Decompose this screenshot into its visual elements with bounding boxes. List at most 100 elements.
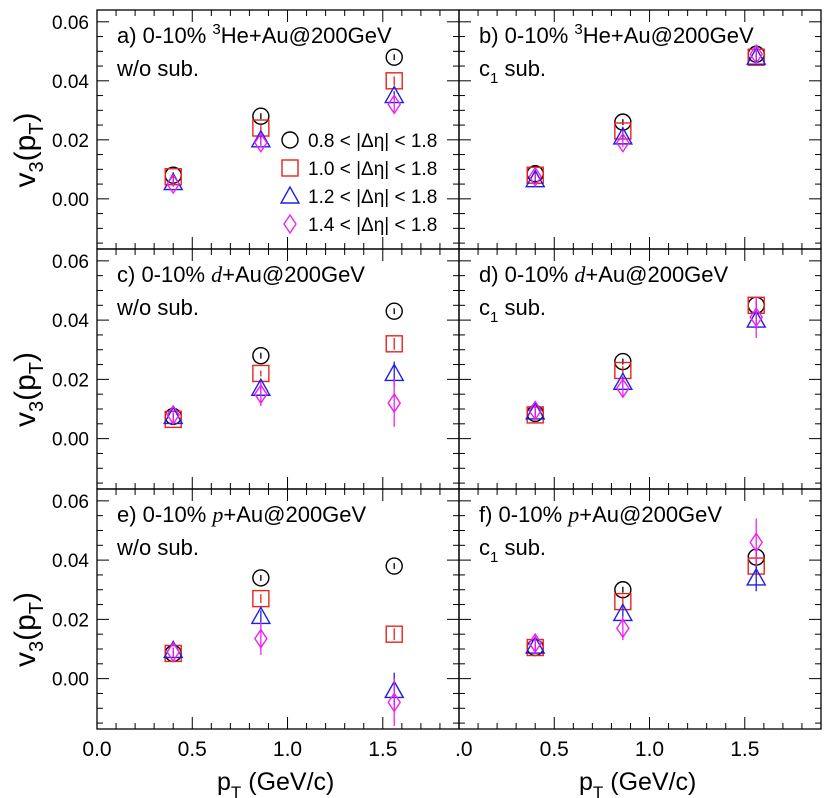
- data-point-circle: [614, 581, 632, 599]
- y-tick-label: 0.00: [52, 190, 89, 211]
- legend-label: 1.4 < |Δη| < 1.8: [308, 215, 437, 236]
- y-tick-label: 0.06: [52, 252, 89, 273]
- legend-label: 1.0 < |Δη| < 1.8: [308, 159, 437, 180]
- legend-label: 0.8 < |Δη| < 1.8: [308, 131, 437, 152]
- data-point-diamond: [166, 404, 181, 426]
- data-point-square: [385, 625, 403, 643]
- y-tick-label: 0.04: [52, 551, 89, 572]
- x-tick-label: 1.5: [368, 738, 397, 761]
- data-point-diamond: [254, 382, 268, 407]
- data-point-circle: [252, 346, 270, 365]
- data-point-diamond: [616, 616, 630, 641]
- data-point-diamond: [166, 173, 181, 195]
- marker-triangle: [746, 567, 767, 586]
- marker-diamond: [749, 532, 764, 553]
- y-tick-label: 0.04: [52, 311, 89, 332]
- x-tick-label: 0.5: [178, 738, 207, 761]
- data-point-triangle: [746, 564, 767, 592]
- y-tick-label: 0.02: [52, 131, 89, 152]
- data-point-diamond: [387, 678, 402, 727]
- data-point-diamond: [387, 379, 402, 427]
- data-point-square: [385, 335, 403, 353]
- data-point-square: [614, 361, 632, 380]
- panel-f: .0 0.5 1.0 1.5 pT (GeV/c) f) 0-10% p+Au@200Ge…: [455, 488, 822, 798]
- marker-diamond: [166, 404, 181, 426]
- data-point-diamond: [749, 43, 764, 65]
- marker-diamond: [166, 641, 181, 663]
- panel-label: e) 0-10% p+Au@200GeV: [117, 502, 367, 527]
- marker-circle: [252, 107, 270, 125]
- marker-diamond: [283, 213, 297, 235]
- marker-diamond: [616, 377, 630, 399]
- marker-square: [385, 335, 403, 353]
- panel-sublabel: w/o sub.: [116, 56, 199, 81]
- y-tick-label: 0.06: [52, 13, 89, 34]
- x-axis-title: pT (GeV/c): [579, 768, 696, 798]
- marker-circle: [385, 302, 403, 320]
- panel-sublabel: c1 sub.: [479, 56, 546, 87]
- marker-circle: [385, 48, 403, 66]
- y-tick-label: 0.00: [52, 430, 89, 451]
- x-axis-title: pT (GeV/c): [217, 768, 334, 798]
- data-point-triangle: [250, 605, 272, 625]
- legend-entry: 1.0 < |Δη| < 1.8: [281, 159, 437, 180]
- data-point-circle: [252, 107, 270, 125]
- marker-circle: [252, 346, 270, 365]
- data-point-circle: [385, 302, 403, 320]
- marker-diamond: [387, 692, 402, 713]
- marker-diamond: [616, 132, 630, 154]
- data-point-diamond: [749, 518, 764, 567]
- panel-frame: [458, 488, 822, 730]
- x-tick-label: .0: [455, 738, 473, 761]
- marker-diamond: [166, 173, 181, 195]
- legend-label: 1.2 < |Δη| < 1.8: [308, 187, 437, 208]
- marker-diamond: [528, 632, 543, 654]
- data-point-circle: [385, 48, 403, 66]
- x-tick-label: 0.0: [82, 738, 111, 761]
- panel-a: 0.00 0.02 0.04 0.06 v3(pT) a) 0-10% 3He+Au@20…: [9, 9, 460, 250]
- marker-square: [281, 159, 299, 177]
- marker-circle: [281, 131, 299, 149]
- y-tick-label: 0.00: [52, 670, 89, 691]
- panel-label: c) 0-10% d+Au@200GeV: [117, 262, 365, 287]
- data-point-diamond: [254, 132, 268, 154]
- legend: 0.8 < |Δη| < 1.8 1.0 < |Δη| < 1.8 1.2 < |Δ…: [279, 131, 437, 236]
- marker-diamond: [749, 306, 764, 328]
- marker-diamond: [387, 94, 402, 115]
- legend-entry: 1.2 < |Δη| < 1.8: [279, 185, 437, 208]
- panel-sublabel: w/o sub.: [116, 535, 199, 560]
- marker-diamond: [254, 628, 268, 649]
- panel-label: a) 0-10% 3He+Au@200GeV: [117, 21, 392, 48]
- marker-square: [385, 72, 403, 90]
- x-tick-label: 0.5: [540, 738, 569, 761]
- data-point-square: [252, 589, 270, 608]
- y-axis-title: v3(pT): [9, 112, 48, 187]
- x-tick-label: 1.0: [273, 738, 302, 761]
- marker-diamond: [254, 132, 268, 154]
- data-point-circle: [385, 557, 403, 575]
- y-axis-title: v3(pT): [9, 352, 48, 427]
- marker-diamond: [528, 166, 543, 187]
- panel-d: d) 0-10% d+Au@200GeV c1 sub.: [458, 248, 822, 490]
- data-point-diamond: [616, 132, 630, 154]
- panel-label: d) 0-10% d+Au@200GeV: [479, 262, 729, 287]
- data-point-square: [252, 364, 270, 383]
- panel-sublabel: c1 sub.: [479, 295, 546, 326]
- panel-c: 0.00 0.02 0.04 0.06 v3(pT) c) 0-10% d+Au@200G…: [9, 248, 460, 490]
- panel-label: b) 0-10% 3He+Au@200GeV: [479, 21, 754, 48]
- data-point-diamond: [749, 296, 764, 338]
- data-point-diamond: [528, 400, 543, 421]
- marker-diamond: [528, 400, 543, 421]
- y-tick-label: 0.06: [52, 492, 89, 513]
- panel-b: b) 0-10% 3He+Au@200GeV c1 sub.: [458, 9, 822, 250]
- marker-diamond: [749, 43, 764, 65]
- marker-circle: [252, 569, 270, 587]
- marker-diamond: [387, 392, 402, 414]
- marker-circle: [385, 557, 403, 575]
- data-point-diamond: [166, 641, 181, 663]
- marker-diamond: [616, 617, 630, 639]
- data-point-circle: [252, 569, 270, 587]
- legend-entry: 0.8 < |Δη| < 1.8: [281, 131, 437, 152]
- marker-square: [252, 364, 270, 383]
